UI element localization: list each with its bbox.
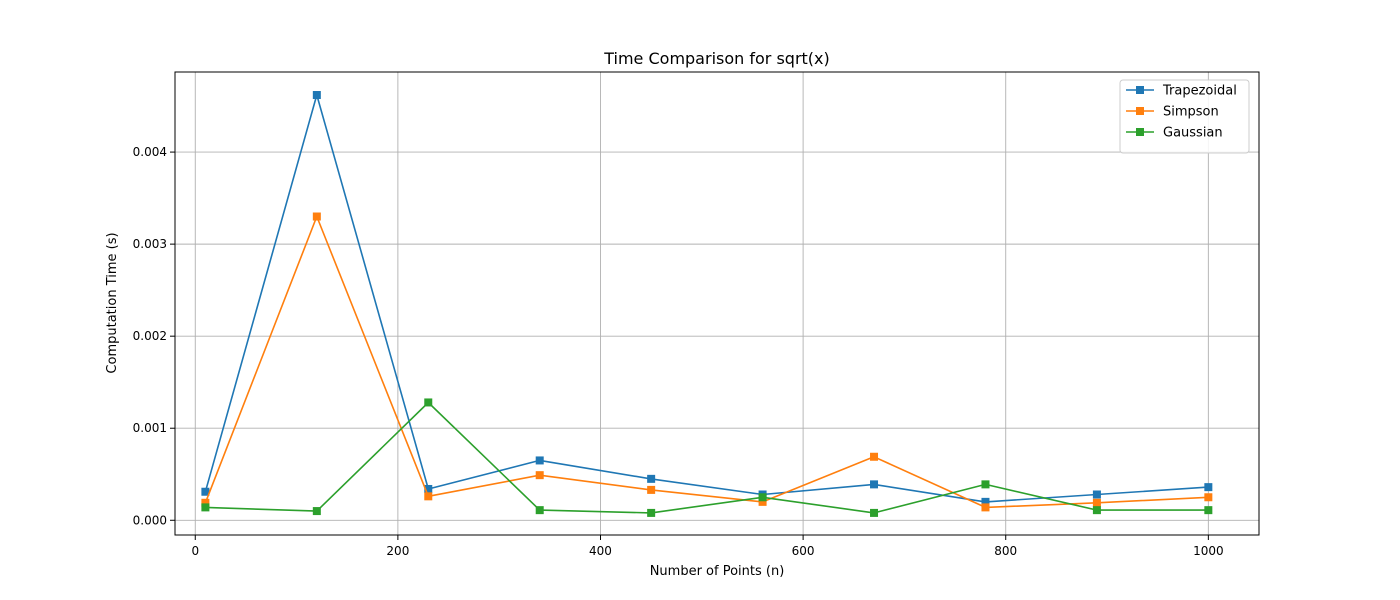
data-point xyxy=(758,493,767,502)
data-point xyxy=(647,474,656,483)
data-point xyxy=(870,452,879,461)
legend-marker-swatch xyxy=(1136,86,1144,94)
data-point xyxy=(1092,490,1101,499)
legend-item: Trapezoidal xyxy=(1126,84,1237,99)
series-line xyxy=(204,215,1209,509)
data-point xyxy=(312,507,321,516)
y-tick-label: 0.000 xyxy=(133,513,167,527)
data-point xyxy=(1092,498,1101,507)
legend: Trapezoidal Simpson Gaussian xyxy=(1119,79,1250,154)
legend-marker-swatch xyxy=(1136,128,1144,136)
series-gaussian xyxy=(201,398,1213,517)
legend-item: Gaussian xyxy=(1126,126,1223,141)
y-tick-label: 0.003 xyxy=(133,237,167,251)
data-point xyxy=(647,508,656,517)
y-tick-label: 0.001 xyxy=(133,421,167,435)
data-point xyxy=(870,480,879,489)
y-axis-label: Computation Time (s) xyxy=(105,232,120,373)
x-tick-label: 600 xyxy=(792,544,815,558)
grid-lines xyxy=(175,72,1259,535)
data-point xyxy=(201,498,210,507)
x-axis: 0 200 400 600 800 1000 xyxy=(191,535,1224,558)
x-axis-label: Number of Points (n) xyxy=(650,564,785,579)
y-axis: 0.000 0.001 0.002 0.003 0.004 xyxy=(133,145,175,527)
data-point xyxy=(981,503,990,512)
x-tick-label: 400 xyxy=(589,544,612,558)
data-point xyxy=(870,508,879,517)
data-point xyxy=(201,487,210,496)
data-point xyxy=(535,506,544,515)
x-tick-label: 800 xyxy=(994,544,1017,558)
legend-item: Simpson xyxy=(1126,105,1219,120)
legend-label: Gaussian xyxy=(1163,126,1223,141)
data-point xyxy=(535,456,544,465)
series-line xyxy=(204,94,1209,503)
data-point xyxy=(312,212,321,221)
data-point xyxy=(424,398,433,407)
data-point xyxy=(201,503,210,512)
data-point xyxy=(981,497,990,506)
data-point xyxy=(647,485,656,494)
x-tick-label: 1000 xyxy=(1193,544,1224,558)
data-point xyxy=(1204,506,1213,515)
series-simpson xyxy=(201,212,1213,512)
y-tick-label: 0.002 xyxy=(133,329,167,343)
data-point xyxy=(535,471,544,480)
data-point xyxy=(424,484,433,493)
series-trapezoidal xyxy=(201,91,1213,506)
legend-marker-swatch xyxy=(1136,107,1144,115)
legend-box xyxy=(1119,79,1250,154)
x-tick-label: 0 xyxy=(191,544,199,558)
x-tick-label: 200 xyxy=(386,544,409,558)
data-point xyxy=(1204,483,1213,492)
axes-frame xyxy=(174,71,1260,536)
data-point xyxy=(758,497,767,506)
data-point xyxy=(424,492,433,501)
data-point xyxy=(1092,506,1101,515)
legend-label: Trapezoidal xyxy=(1162,84,1237,99)
series-line xyxy=(205,401,1209,514)
plot-area xyxy=(201,91,1213,517)
y-tick-label: 0.004 xyxy=(133,145,167,159)
data-point xyxy=(312,91,321,100)
data-point xyxy=(981,480,990,489)
chart-title: Time Comparison for sqrt(x) xyxy=(603,49,830,68)
legend-label: Simpson xyxy=(1163,105,1219,120)
data-point xyxy=(1204,493,1213,502)
